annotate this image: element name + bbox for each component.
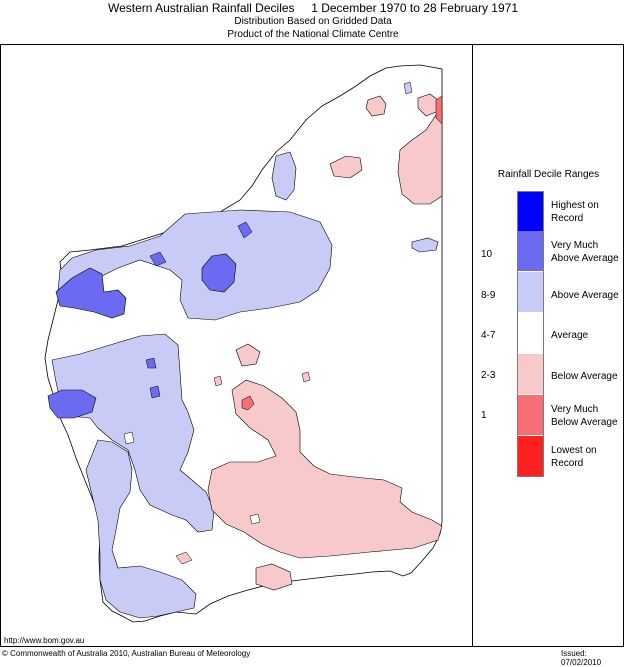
average-hole-2 bbox=[249, 513, 261, 525]
very-much-above-shark-bay bbox=[47, 389, 97, 419]
wa-rainfall-map bbox=[44, 64, 443, 623]
legend-range-average: 4-7 bbox=[481, 330, 496, 341]
above-average-central-region bbox=[51, 333, 215, 533]
above-average-north-islet bbox=[403, 81, 413, 95]
legend-swatch-average bbox=[517, 313, 544, 353]
legend-divider bbox=[472, 44, 473, 647]
very-much-below-central bbox=[241, 395, 255, 411]
very-much-above-small-4 bbox=[149, 385, 161, 399]
legend-title: Rainfall Decile Ranges bbox=[497, 169, 600, 180]
legend-range-below: 2-3 bbox=[481, 370, 496, 381]
legend-label-above: Above Average bbox=[551, 290, 619, 301]
legend-swatch-below bbox=[517, 354, 544, 394]
below-average-north-patch bbox=[365, 95, 387, 117]
above-average-north-region bbox=[57, 209, 333, 321]
below-average-central-patch bbox=[235, 343, 261, 367]
below-average-south-patch bbox=[255, 563, 293, 591]
legend-swatch-highest bbox=[517, 191, 544, 231]
legend-swatch-very-much-below bbox=[517, 395, 544, 435]
very-much-above-pilbara-patch bbox=[201, 253, 237, 293]
above-average-east-patch bbox=[411, 237, 439, 253]
legend-label-very-much-below: Very Much Below Average bbox=[551, 404, 618, 428]
legend-range-very-much-below: 1 bbox=[481, 410, 487, 421]
above-average-kimberley-strip bbox=[271, 151, 297, 201]
below-average-small-2 bbox=[213, 375, 223, 387]
legend-label-highest: Highest on Record bbox=[551, 200, 599, 224]
average-hole-1 bbox=[123, 431, 135, 445]
below-average-kimberley-east bbox=[397, 109, 443, 205]
below-average-small-1 bbox=[175, 551, 193, 565]
map-frame bbox=[0, 44, 624, 647]
legend-swatch-above bbox=[517, 272, 544, 312]
very-much-below-northeast bbox=[435, 95, 443, 125]
legend-range-above: 8-9 bbox=[481, 290, 496, 301]
legend-swatch-very-much-above bbox=[517, 231, 544, 271]
footer-copyright: © Commonwealth of Australia 2010, Austra… bbox=[2, 649, 251, 658]
below-average-kimberley-central bbox=[329, 155, 363, 179]
very-much-above-small-3 bbox=[145, 357, 157, 369]
very-much-above-small-1 bbox=[149, 251, 167, 267]
legend-swatch-lowest bbox=[517, 436, 544, 476]
legend-label-lowest: Lowest on Record bbox=[551, 445, 597, 469]
legend-label-average: Average bbox=[551, 330, 589, 341]
legend-range-very-much-above: 10 bbox=[481, 249, 493, 260]
above-average-southwest-region bbox=[85, 439, 197, 619]
footer-url[interactable]: http://www.bom.gov.au bbox=[4, 636, 85, 645]
footer-issued-date: Issued: 07/02/2010 bbox=[561, 649, 602, 667]
map-subtitle: Distribution Based on Gridded Data bbox=[234, 16, 392, 27]
below-average-small-3 bbox=[301, 371, 311, 383]
legend-label-below: Below Average bbox=[551, 371, 618, 382]
map-title: Western Australian Rainfall Deciles 1 De… bbox=[108, 1, 518, 15]
legend-label-very-much-above: Very Much Above Average bbox=[551, 240, 619, 264]
below-average-goldfields-region bbox=[207, 379, 443, 559]
map-product-line: Product of the National Climate Centre bbox=[227, 29, 399, 40]
very-much-above-small-2 bbox=[237, 221, 253, 239]
very-much-above-west-coast bbox=[55, 267, 127, 319]
